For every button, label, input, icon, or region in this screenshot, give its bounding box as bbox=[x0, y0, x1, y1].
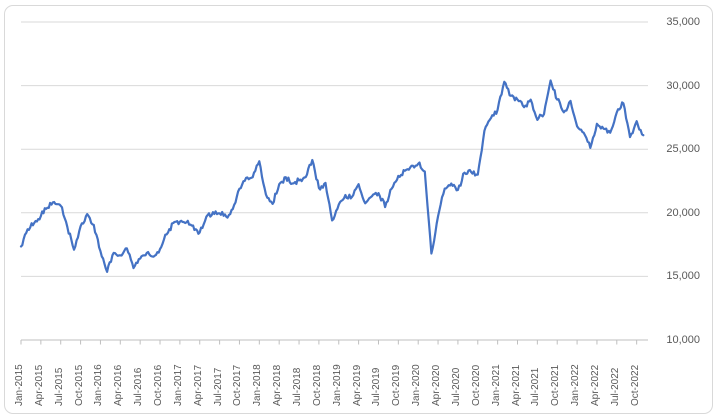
x-tick-label: Jan-2018 bbox=[252, 364, 264, 406]
x-tick-label: Jul-2019 bbox=[371, 367, 383, 406]
x-tick-label: Jul-2016 bbox=[133, 367, 145, 406]
x-tick-label: Jul-2022 bbox=[609, 367, 621, 406]
y-tick-label: 20,000 bbox=[666, 206, 700, 219]
x-tick-label: Jul-2018 bbox=[292, 367, 304, 406]
x-tick-label: Jul-2020 bbox=[450, 367, 462, 406]
x-tick-label: Apr-2022 bbox=[589, 364, 601, 406]
x-tick-label: Oct-2018 bbox=[311, 364, 323, 406]
x-tick-label: Jan-2022 bbox=[570, 364, 582, 406]
x-tick-label: Oct-2022 bbox=[629, 364, 641, 406]
x-tick-label: Oct-2021 bbox=[550, 364, 562, 406]
x-tick-label: Apr-2021 bbox=[510, 364, 522, 406]
x-tick-label: Apr-2015 bbox=[33, 364, 45, 406]
x-tick-label: Jul-2021 bbox=[530, 367, 542, 406]
x-tick-label: Jan-2019 bbox=[331, 364, 343, 406]
x-tick-label: Jul-2017 bbox=[212, 367, 224, 406]
y-tick-label: 25,000 bbox=[666, 143, 700, 156]
x-tick-label: Oct-2017 bbox=[232, 364, 244, 406]
y-tick-label: 30,000 bbox=[666, 79, 700, 92]
chart-frame bbox=[4, 5, 713, 414]
x-tick-label: Oct-2015 bbox=[73, 364, 85, 406]
series-line bbox=[19, 79, 645, 273]
x-tick-label: Apr-2020 bbox=[431, 364, 443, 406]
x-tick-label: Apr-2017 bbox=[192, 364, 204, 406]
x-tick-label: Apr-2018 bbox=[272, 364, 284, 406]
x-tick-label: Jul-2015 bbox=[53, 367, 65, 406]
x-tick-label: Jan-2015 bbox=[14, 364, 25, 406]
x-tick-label: Jan-2017 bbox=[172, 364, 184, 406]
x-tick-label: Oct-2019 bbox=[391, 364, 403, 406]
x-tick-label: Jan-2016 bbox=[93, 364, 105, 406]
x-tick-label: Oct-2016 bbox=[153, 364, 165, 406]
x-tick-label: Apr-2019 bbox=[351, 364, 363, 406]
y-tick-label: 15,000 bbox=[666, 270, 700, 283]
x-tick-label: Apr-2016 bbox=[113, 364, 125, 406]
y-tick-label: 35,000 bbox=[666, 16, 700, 28]
x-tick-label: Jan-2020 bbox=[411, 364, 423, 406]
x-tick-label: Jan-2021 bbox=[490, 364, 502, 406]
x-tick-label: Oct-2020 bbox=[470, 364, 482, 406]
y-tick-label: 10,000 bbox=[666, 334, 700, 346]
